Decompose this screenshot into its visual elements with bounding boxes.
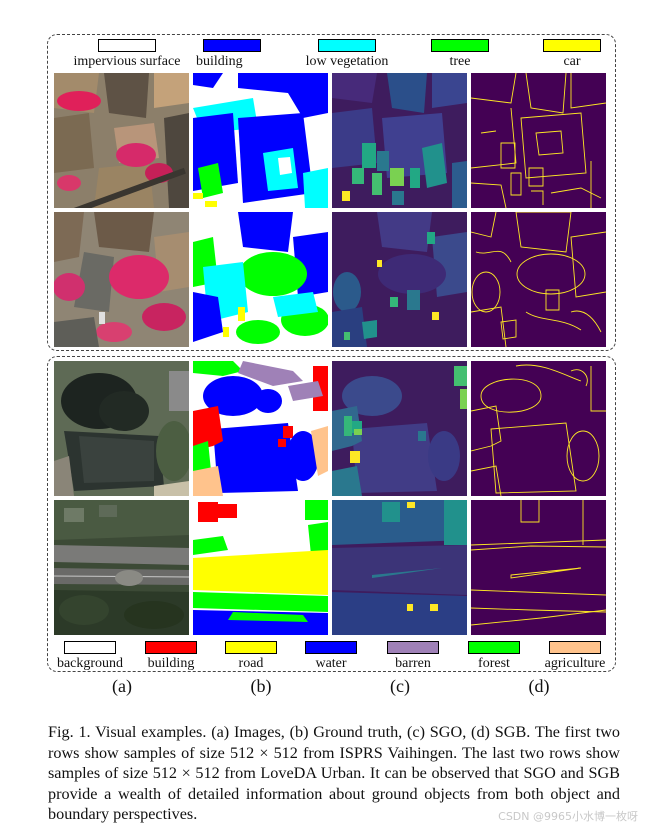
legend-swatch: [145, 641, 197, 654]
column-label-c: (c): [390, 676, 410, 696]
legend-building: building: [192, 39, 272, 69]
legend-label: water: [315, 656, 347, 671]
sgo-tile-row2: [332, 212, 467, 347]
legend-label: car: [563, 54, 581, 69]
legend-label: tree: [449, 54, 471, 69]
image-tile-row1: [54, 73, 189, 208]
bottom-panel-frame: [47, 356, 616, 672]
legend-swatch: [387, 641, 439, 654]
legend-label: building: [196, 54, 243, 69]
legend-swatch: [225, 641, 277, 654]
caption-line: can be observed that SGO and SGB provide…: [48, 764, 620, 803]
legend-impervious-surface: impervious surface: [62, 39, 192, 69]
legend-swatch: [98, 39, 156, 52]
legend-road: road: [213, 641, 289, 671]
caption-line: The first two rows show samples of size …: [48, 723, 620, 762]
legend-label: background: [56, 656, 124, 671]
image-tile-row2: [54, 212, 189, 347]
figure-caption: Fig. 1. Visual examples. (a) Images, (b)…: [48, 722, 620, 825]
legend-swatch: [203, 39, 261, 52]
legend-swatch: [305, 641, 357, 654]
ground-truth-tile-row1: [193, 73, 328, 208]
legend-swatch: [549, 641, 601, 654]
caption-line: about ground objects from both object an…: [48, 784, 620, 824]
legend-tree: tree: [420, 39, 500, 69]
legend-label: forest: [478, 656, 510, 671]
sgo-tile-row1: [332, 73, 467, 208]
legend-forest: forest: [456, 641, 532, 671]
legend-label: impervious surface: [73, 54, 181, 69]
legend-agriculture: agriculture: [537, 641, 613, 671]
legend-swatch: [431, 39, 489, 52]
sgo-tile-row4: [332, 500, 467, 635]
sgb-tile-row3: [471, 361, 606, 496]
legend-low-vegetation: low vegetation: [292, 39, 402, 69]
column-label-d: (d): [528, 676, 550, 696]
legend-label: low vegetation: [305, 54, 389, 69]
legend-label: agriculture: [544, 656, 606, 671]
sgb-tile-row4: [471, 500, 606, 635]
legend-car: car: [532, 39, 612, 69]
legend-swatch: [468, 641, 520, 654]
legend-swatch: [64, 641, 116, 654]
legend-label: building: [147, 656, 195, 671]
watermark: CSDN @9965小水博一枚呀: [498, 810, 638, 823]
legend-swatch: [318, 39, 376, 52]
column-label-a: (a): [112, 676, 132, 696]
legend-building-loveda: building: [133, 641, 209, 671]
legend-barren: barren: [375, 641, 451, 671]
legend-water: water: [293, 641, 369, 671]
sgb-tile-row2: [471, 212, 606, 347]
legend-swatch: [543, 39, 601, 52]
ground-truth-tile-row4: [193, 500, 328, 635]
ground-truth-tile-row2: [193, 212, 328, 347]
legend-label: barren: [395, 656, 431, 671]
legend-label: road: [238, 656, 264, 671]
image-tile-row3: [54, 361, 189, 496]
legend-background: background: [48, 641, 132, 671]
sgo-tile-row3: [332, 361, 467, 496]
image-tile-row4: [54, 500, 189, 635]
caption-line: The last two rows show samples of size 5…: [48, 743, 620, 783]
ground-truth-tile-row3: [193, 361, 328, 496]
top-panel-frame: [47, 34, 616, 351]
sgb-tile-row1: [471, 73, 606, 208]
column-label-b: (b): [250, 676, 272, 696]
caption-line: Fig. 1. Visual examples. (a) Images, (b)…: [48, 723, 531, 741]
